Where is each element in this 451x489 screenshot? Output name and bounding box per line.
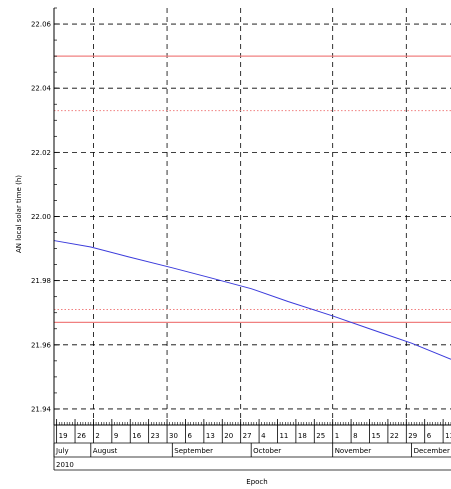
x-day-tick-label: 6 (427, 432, 432, 440)
y-axis: 21.94 21.96 21.98 22.00 22.02 22.04 22.06 (31, 7, 60, 426)
x-month-label: July (55, 447, 69, 455)
y-axis-title: AN local solar time (h) (15, 175, 23, 253)
x-month-label: September (174, 447, 213, 455)
x-day-tick-label: 26 (77, 432, 86, 440)
x-axis-title: Epoch (246, 478, 267, 486)
x-day-tick-label: 20 (224, 432, 233, 440)
x-day-tick-label: 16 (132, 432, 141, 440)
x-day-tick-label: 30 (169, 432, 178, 440)
x-month-label: December (414, 447, 450, 455)
series-layer (53, 240, 451, 360)
x-day-tick-label: 27 (243, 432, 252, 440)
x-day-tick-label: 13 (206, 432, 215, 440)
x-day-tick-label: 1 (335, 432, 339, 440)
x-axis: 1926291623306132027411182518152229613Jul… (53, 419, 451, 471)
x-month-label: August (93, 447, 118, 455)
y-tick-label: 22.00 (31, 213, 51, 221)
x-day-tick-label: 25 (316, 432, 325, 440)
x-day-tick-label: 6 (187, 432, 192, 440)
y-tick-label: 21.96 (31, 341, 52, 349)
x-day-tick-label: 15 (371, 432, 380, 440)
x-day-tick-label: 22 (390, 432, 399, 440)
x-year-label: 2010 (56, 461, 74, 469)
reference-lines (54, 55, 451, 323)
x-month-label: November (335, 447, 372, 455)
y-tick-label: 22.06 (31, 21, 52, 29)
y-tick-label: 21.94 (31, 405, 52, 413)
x-day-tick-label: 19 (59, 432, 68, 440)
x-month-label: October (253, 447, 281, 455)
y-tick-label: 22.04 (31, 85, 52, 93)
x-day-tick-label: 18 (298, 432, 307, 440)
y-tick-label: 21.98 (31, 277, 51, 285)
x-day-tick-label: 2 (95, 432, 99, 440)
x-day-tick-label: 8 (353, 432, 357, 440)
grid-layer (54, 8, 451, 425)
y-tick-label: 22.02 (31, 149, 51, 157)
x-day-tick-label: 9 (114, 432, 118, 440)
x-day-tick-label: 13 (445, 432, 451, 440)
series-line (53, 240, 451, 360)
x-day-tick-label: 11 (279, 432, 288, 440)
x-day-tick-label: 23 (151, 432, 160, 440)
x-day-tick-label: 29 (408, 432, 417, 440)
x-day-tick-label: 4 (261, 432, 266, 440)
